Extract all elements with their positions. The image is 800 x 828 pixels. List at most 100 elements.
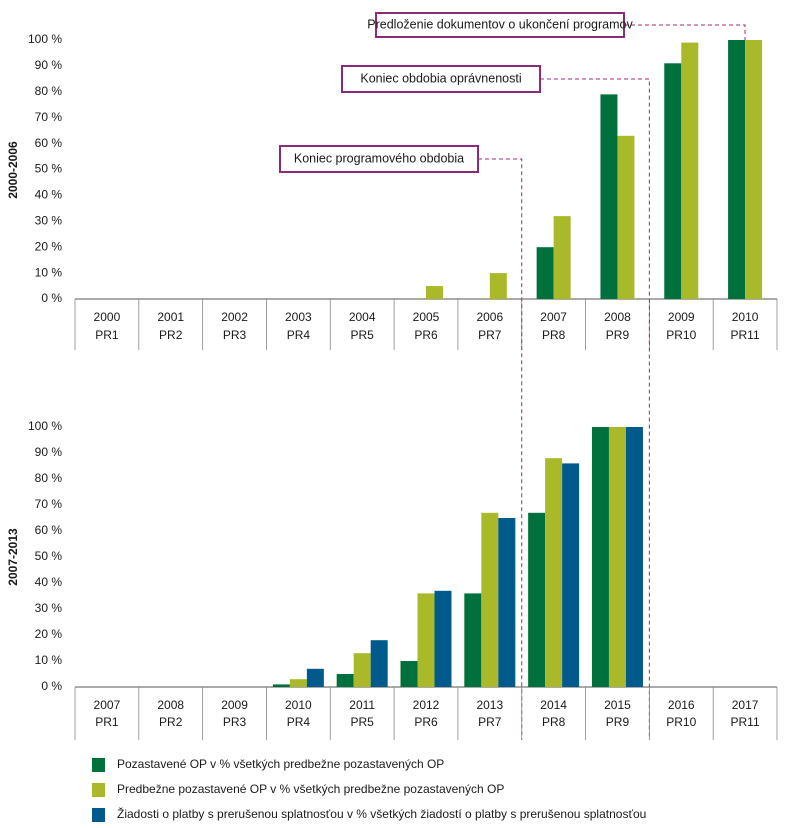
x-tick-label: PR4	[287, 328, 311, 342]
x-tick-label: PR7	[478, 328, 502, 342]
y-tick-label: 30 %	[35, 213, 63, 227]
y-tick-label: 90 %	[35, 445, 63, 459]
bar	[353, 653, 371, 687]
y-axis-label: 2007-2013	[6, 528, 20, 586]
x-tick-label: PR11	[731, 328, 760, 342]
annotation-text: Koniec programového obdobia	[294, 151, 464, 165]
bar	[617, 135, 635, 299]
y-axis-label: 2000-2006	[6, 141, 20, 199]
x-tick-label: 2013	[476, 698, 503, 712]
x-tick-label: PR10	[666, 715, 696, 729]
y-tick-label: 30 %	[35, 601, 63, 615]
y-tick-label: 40 %	[35, 188, 63, 202]
y-tick-label: 20 %	[35, 627, 63, 641]
x-tick-label: PR5	[351, 328, 375, 342]
legend-swatch	[92, 783, 105, 797]
y-tick-label: 70 %	[35, 497, 63, 511]
x-tick-label: PR6	[414, 715, 438, 729]
x-tick-label: 2009	[668, 310, 695, 324]
x-tick-label: 2002	[221, 310, 248, 324]
y-tick-label: 80 %	[35, 471, 63, 485]
x-tick-label: 2004	[349, 310, 376, 324]
x-tick-label: 2011	[349, 698, 375, 712]
legend-label: Predbežne pozastavené OP v % všetkých pr…	[117, 782, 504, 796]
y-tick-label: 0 %	[41, 291, 62, 305]
bar	[625, 427, 643, 687]
bar	[608, 427, 626, 687]
bar	[562, 463, 580, 687]
x-tick-label: PR1	[95, 328, 119, 342]
y-tick-label: 80 %	[35, 84, 63, 98]
y-tick-label: 90 %	[35, 58, 63, 72]
y-tick-label: 20 %	[35, 239, 63, 253]
x-tick-label: PR2	[159, 715, 183, 729]
bar	[272, 684, 290, 687]
x-tick-label: 2012	[413, 698, 440, 712]
x-tick-label: 2005	[413, 310, 440, 324]
legend-label: Žiadosti o platby s prerušenou splatnosť…	[117, 806, 646, 821]
bar	[553, 216, 571, 299]
bar	[728, 40, 746, 299]
x-tick-label: 2008	[604, 310, 631, 324]
x-tick-label: 2008	[157, 698, 184, 712]
annotation-text: Koniec obdobia oprávnenosti	[360, 71, 521, 85]
y-tick-label: 10 %	[35, 265, 63, 279]
x-tick-label: PR8	[542, 715, 566, 729]
bar	[464, 593, 482, 687]
bar	[600, 94, 618, 299]
x-tick-label: PR3	[223, 715, 247, 729]
x-tick-label: 2003	[285, 310, 312, 324]
x-tick-label: PR5	[351, 715, 375, 729]
x-tick-label: PR2	[159, 328, 183, 342]
x-tick-label: 2007	[540, 310, 567, 324]
x-tick-label: 2014	[540, 698, 567, 712]
x-tick-label: PR8	[542, 328, 566, 342]
bar	[417, 593, 435, 687]
bar	[426, 286, 443, 299]
x-tick-label: 2010	[732, 310, 759, 324]
legend-swatch	[92, 808, 105, 822]
bar	[434, 590, 452, 687]
x-tick-label: PR1	[95, 715, 119, 729]
x-tick-label: PR6	[414, 328, 438, 342]
bar	[498, 518, 516, 687]
bar	[545, 458, 563, 687]
annotation-leader	[478, 158, 523, 740]
y-tick-label: 50 %	[35, 162, 63, 176]
bar	[370, 640, 388, 687]
x-tick-label: 2009	[221, 698, 248, 712]
x-tick-label: 2001	[157, 310, 184, 324]
bar	[306, 668, 324, 687]
annotation-leader	[624, 24, 746, 40]
legend-swatch	[92, 758, 105, 772]
bar	[591, 427, 609, 687]
bar	[481, 512, 499, 687]
y-tick-label: 60 %	[35, 136, 63, 150]
bar	[536, 247, 554, 299]
annotation-text: Predloženie dokumentov o ukončení progra…	[367, 17, 633, 31]
annotation-box	[279, 145, 479, 173]
y-tick-label: 0 %	[41, 679, 62, 693]
x-tick-label: 2000	[94, 310, 121, 324]
y-tick-label: 100 %	[28, 419, 62, 433]
legend-label: Pozastavené OP v % všetkých predbežne po…	[117, 757, 444, 771]
x-tick-label: 2017	[732, 698, 759, 712]
y-tick-label: 60 %	[35, 523, 63, 537]
y-tick-label: 50 %	[35, 549, 63, 563]
y-tick-label: 100 %	[28, 32, 62, 46]
y-tick-label: 10 %	[35, 653, 63, 667]
annotation-leader	[540, 78, 650, 740]
bar	[336, 674, 354, 687]
bar	[289, 679, 307, 687]
x-tick-label: 2015	[604, 698, 631, 712]
bar	[528, 512, 546, 687]
bar	[489, 273, 507, 299]
x-tick-label: 2007	[94, 698, 121, 712]
x-tick-label: PR9	[606, 328, 630, 342]
annotation-box	[375, 12, 625, 38]
x-tick-label: 2010	[285, 698, 312, 712]
bar	[400, 661, 418, 687]
x-tick-label: PR9	[606, 715, 630, 729]
bar	[681, 42, 699, 300]
